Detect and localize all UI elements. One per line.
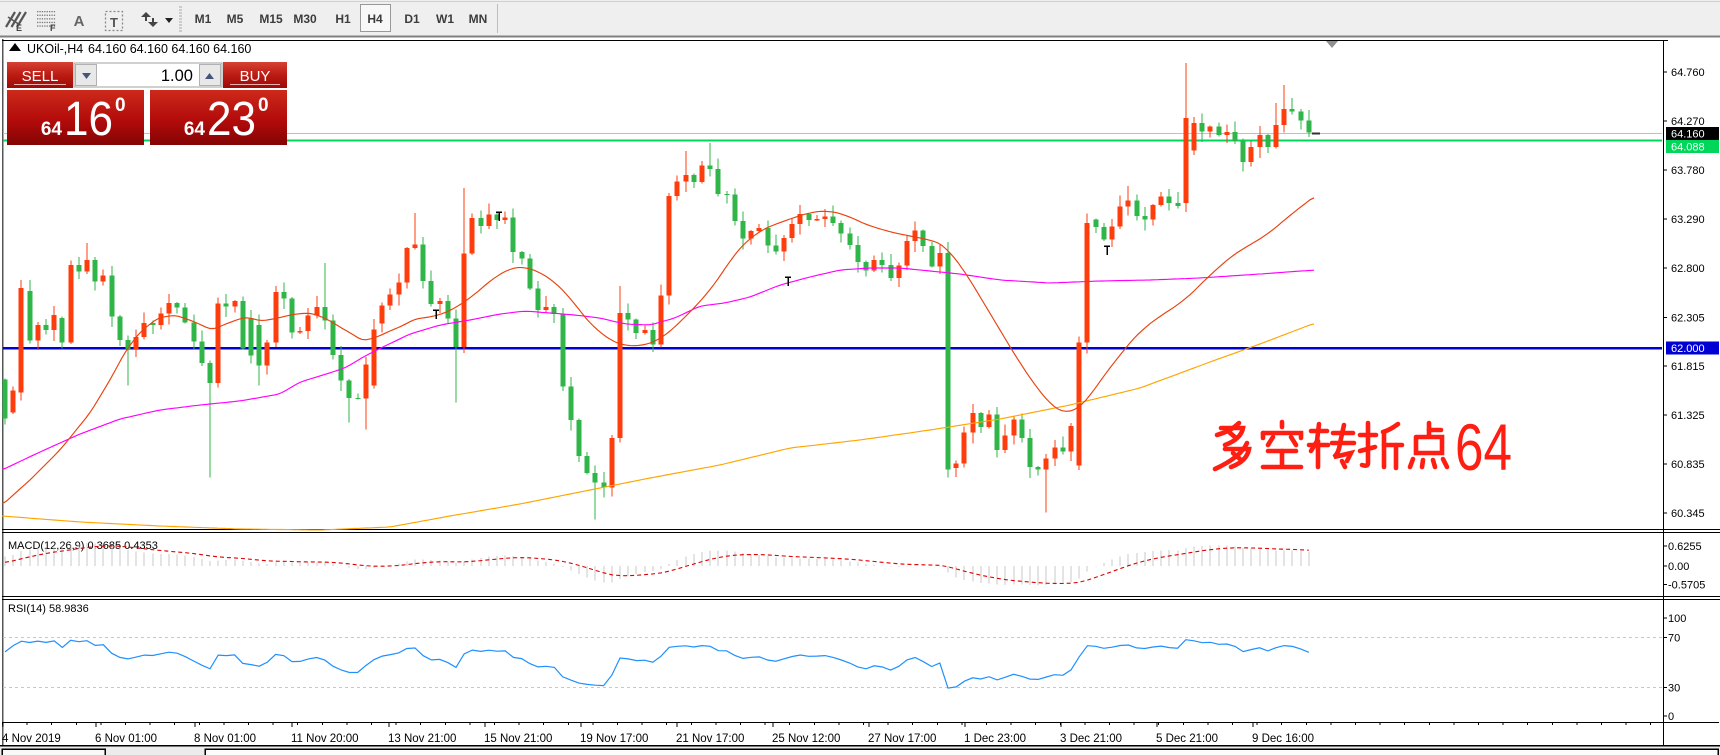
svg-text:15 Nov 21:00: 15 Nov 21:00 <box>484 733 552 745</box>
svg-text:-0.5705: -0.5705 <box>1668 579 1705 591</box>
svg-text:W1: W1 <box>436 12 454 26</box>
svg-text:1.00: 1.00 <box>161 67 193 85</box>
svg-text:23: 23 <box>207 93 256 146</box>
svg-text:F: F <box>50 23 56 33</box>
svg-text:61.325: 61.325 <box>1671 410 1705 422</box>
svg-text:100: 100 <box>1668 613 1686 625</box>
svg-text:RSI(14) 58.9836: RSI(14) 58.9836 <box>8 603 89 615</box>
svg-text:MN: MN <box>469 12 488 26</box>
svg-text:64: 64 <box>184 119 206 140</box>
svg-text:1 Dec 23:00: 1 Dec 23:00 <box>964 733 1026 745</box>
svg-text:64.160 64.160 64.160 64.160: 64.160 64.160 64.160 64.160 <box>88 42 251 56</box>
svg-text:13 Nov 21:00: 13 Nov 21:00 <box>388 733 456 745</box>
svg-text:27 Nov 17:00: 27 Nov 17:00 <box>868 733 936 745</box>
svg-text:11 Nov 20:00: 11 Nov 20:00 <box>291 733 359 745</box>
svg-text:64.760: 64.760 <box>1671 67 1705 79</box>
svg-text:M30: M30 <box>293 12 317 26</box>
svg-text:64.270: 64.270 <box>1671 116 1705 128</box>
svg-text:64.160: 64.160 <box>1671 129 1705 141</box>
svg-text:30: 30 <box>1668 683 1680 695</box>
svg-text:16: 16 <box>64 93 113 146</box>
svg-text:70: 70 <box>1668 633 1680 645</box>
svg-text:M15: M15 <box>259 12 283 26</box>
svg-text:0.00: 0.00 <box>1668 561 1689 573</box>
svg-text:60.835: 60.835 <box>1671 459 1705 471</box>
svg-text:UKOil-,H4: UKOil-,H4 <box>27 42 83 56</box>
svg-text:6 Nov 01:00: 6 Nov 01:00 <box>95 733 157 745</box>
svg-text:SELL: SELL <box>22 68 59 85</box>
svg-text:M1: M1 <box>195 12 212 26</box>
svg-text:5 Dec 21:00: 5 Dec 21:00 <box>1156 733 1218 745</box>
svg-text:H4: H4 <box>367 12 383 26</box>
svg-text:21 Nov 17:00: 21 Nov 17:00 <box>676 733 744 745</box>
svg-text:64.088: 64.088 <box>1671 142 1705 154</box>
svg-text:19 Nov 17:00: 19 Nov 17:00 <box>580 733 648 745</box>
svg-text:A: A <box>74 13 85 30</box>
svg-text:0: 0 <box>258 95 269 116</box>
svg-text:64: 64 <box>1455 410 1512 484</box>
svg-text:9 Dec 16:00: 9 Dec 16:00 <box>1252 733 1314 745</box>
svg-text:0: 0 <box>115 95 126 116</box>
svg-text:60.345: 60.345 <box>1671 508 1705 520</box>
svg-text:62.800: 62.800 <box>1671 263 1705 275</box>
svg-text:H1: H1 <box>335 12 351 26</box>
svg-text:BUY: BUY <box>240 68 271 85</box>
svg-text:0: 0 <box>1668 711 1674 723</box>
svg-text:4 Nov 2019: 4 Nov 2019 <box>2 733 61 745</box>
svg-text:0.6255: 0.6255 <box>1668 541 1702 553</box>
svg-text:E: E <box>16 23 22 33</box>
svg-text:T: T <box>110 15 118 30</box>
svg-text:62.000: 62.000 <box>1671 343 1705 355</box>
svg-text:64: 64 <box>41 119 63 140</box>
svg-text:25 Nov 12:00: 25 Nov 12:00 <box>772 733 840 745</box>
svg-text:63.780: 63.780 <box>1671 165 1705 177</box>
svg-text:M5: M5 <box>227 12 244 26</box>
svg-text:8 Nov 01:00: 8 Nov 01:00 <box>194 733 256 745</box>
svg-text:63.290: 63.290 <box>1671 214 1705 226</box>
svg-text:61.815: 61.815 <box>1671 361 1705 373</box>
svg-text:3 Dec 21:00: 3 Dec 21:00 <box>1060 733 1122 745</box>
svg-text:62.305: 62.305 <box>1671 312 1705 324</box>
svg-text:D1: D1 <box>404 12 420 26</box>
